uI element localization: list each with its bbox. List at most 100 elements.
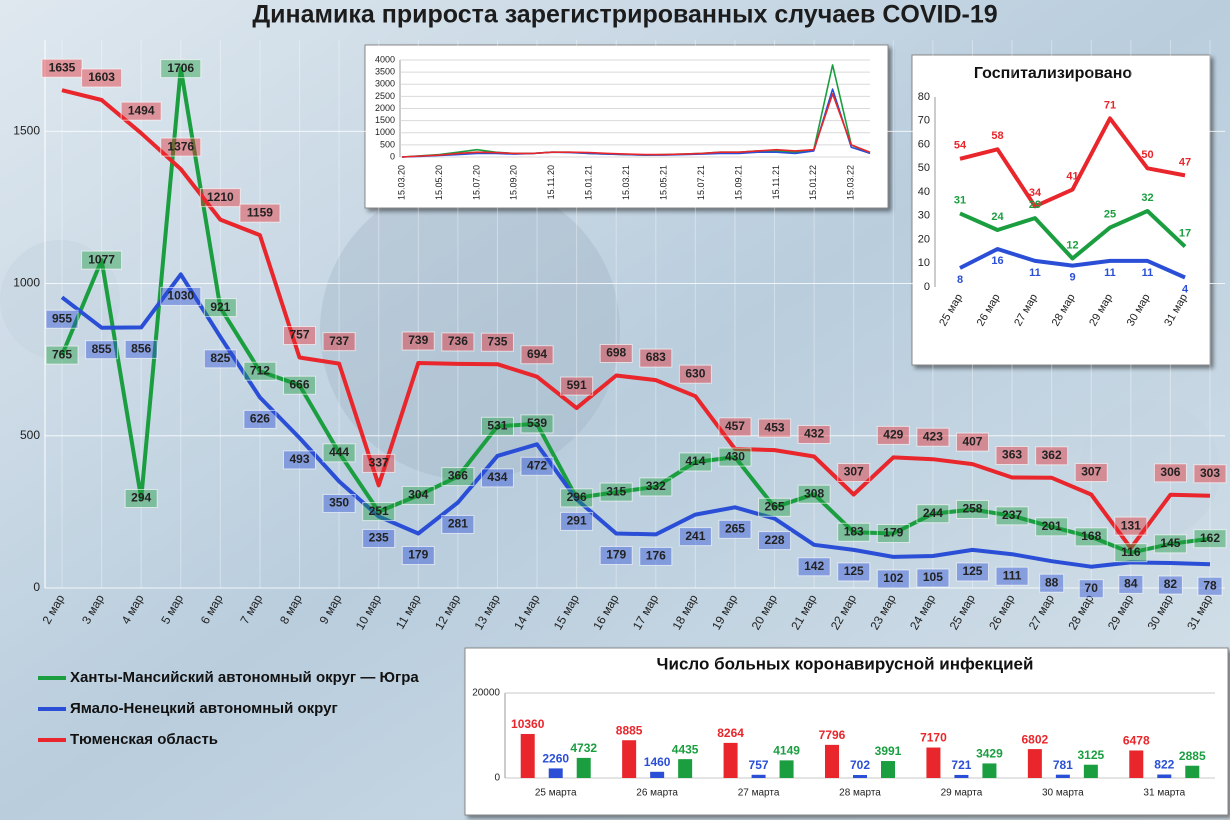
- data-label: 332: [646, 479, 666, 493]
- data-label: 105: [923, 570, 943, 584]
- data-label-box: [362, 502, 396, 522]
- data-label-box: [41, 58, 83, 78]
- data-label-box: [718, 447, 752, 467]
- x-tick-label: 29 марта: [941, 788, 983, 799]
- x-tick-label: 15.09.21: [733, 165, 743, 200]
- data-label: 17: [1179, 228, 1191, 240]
- data-label-box: [1197, 576, 1223, 596]
- data-label: 822: [1154, 758, 1174, 772]
- bar: [954, 774, 969, 778]
- data-label-box: [1193, 464, 1227, 484]
- data-label-box: [995, 566, 1029, 586]
- x-tick-label: 26 марта: [636, 788, 678, 799]
- bar: [779, 760, 794, 778]
- data-label: 1460: [644, 755, 671, 769]
- x-tick-label: 31 марта: [1143, 788, 1185, 799]
- data-label: 11: [1142, 267, 1154, 279]
- data-label: 856: [131, 342, 151, 356]
- data-label: 244: [923, 506, 943, 520]
- data-label: 739: [408, 333, 428, 347]
- data-label: 8: [957, 274, 963, 286]
- x-tick-label: 15.03.22: [846, 165, 856, 200]
- bar: [1055, 774, 1070, 778]
- x-tick-label: 15.05.21: [658, 165, 668, 200]
- data-label: 683: [646, 350, 666, 364]
- x-tick-label: 15.01.22: [808, 165, 818, 200]
- bar: [723, 742, 738, 778]
- data-label: 1030: [167, 289, 194, 303]
- data-label-box: [797, 424, 831, 444]
- y-tick-label: 30: [918, 210, 930, 222]
- data-label-box: [955, 562, 989, 582]
- data-label-box: [797, 484, 831, 504]
- data-label: 3991: [875, 744, 902, 758]
- data-label-box: [160, 286, 202, 306]
- data-label-box: [322, 332, 356, 352]
- decoration: [320, 180, 620, 480]
- data-label: 765: [52, 347, 72, 361]
- data-label-box: [955, 499, 989, 519]
- data-label-box: [441, 332, 475, 352]
- data-label: 781: [1053, 758, 1073, 772]
- data-label-box: [639, 348, 673, 368]
- data-label: 1376: [167, 139, 194, 153]
- bar: [576, 757, 591, 778]
- data-label-box: [955, 432, 989, 452]
- data-label: 315: [606, 484, 626, 498]
- data-label: 921: [210, 300, 230, 314]
- data-label: 84: [1124, 577, 1138, 591]
- data-label: 258: [962, 502, 982, 516]
- y-tick-label: 1000: [13, 276, 40, 290]
- data-label-box: [758, 418, 792, 438]
- data-label: 265: [725, 521, 745, 535]
- data-label-box: [837, 562, 871, 582]
- data-label: 235: [369, 531, 389, 545]
- series-line: [959, 209, 1187, 261]
- data-label: 307: [1081, 465, 1101, 479]
- data-label: 102: [883, 571, 903, 585]
- y-tick-label: 20000: [472, 688, 500, 699]
- data-label: 1077: [88, 252, 115, 266]
- inset-title: Госпитализировано: [974, 65, 1132, 82]
- data-label-box: [1157, 575, 1183, 595]
- data-label: 531: [487, 419, 507, 433]
- data-label-box: [124, 339, 158, 359]
- x-tick-label: 27 марта: [738, 788, 780, 799]
- x-tick-label: 28 марта: [839, 788, 881, 799]
- data-label-box: [837, 463, 871, 483]
- data-label-box: [160, 137, 202, 157]
- data-label: 736: [448, 334, 468, 348]
- data-label: 116: [1121, 545, 1141, 559]
- bar: [622, 740, 637, 778]
- data-label-box: [718, 417, 752, 437]
- data-label: 737: [329, 334, 349, 348]
- data-label-box: [876, 569, 910, 589]
- data-label-box: [160, 59, 202, 79]
- data-label: 131: [1121, 518, 1141, 532]
- data-label-box: [1074, 527, 1108, 547]
- data-label-box: [199, 188, 241, 208]
- legend-label: Тюменская область: [70, 731, 218, 748]
- series-line: [60, 272, 1211, 569]
- series-line: [959, 116, 1186, 209]
- data-label: 145: [1160, 536, 1180, 550]
- y-tick-label: 500: [380, 139, 395, 149]
- series-line: [401, 93, 871, 158]
- x-tick-label: 15.03.20: [396, 165, 406, 200]
- x-tick-label: 25 марта: [535, 788, 577, 799]
- data-label: 493: [290, 452, 310, 466]
- data-label: 12: [1066, 239, 1078, 251]
- x-tick-label: 15.07.21: [696, 165, 706, 200]
- data-label: 25: [1104, 209, 1116, 221]
- data-label-box: [120, 101, 162, 121]
- data-label: 363: [1002, 448, 1022, 462]
- bar: [982, 763, 997, 778]
- data-label: 757: [290, 328, 310, 342]
- data-label: 47: [1179, 156, 1191, 168]
- data-label-box: [362, 528, 396, 548]
- data-label-box: [837, 522, 871, 542]
- data-label: 70: [1085, 581, 1099, 595]
- data-label: 10360: [511, 717, 545, 731]
- data-label: 4435: [672, 742, 699, 756]
